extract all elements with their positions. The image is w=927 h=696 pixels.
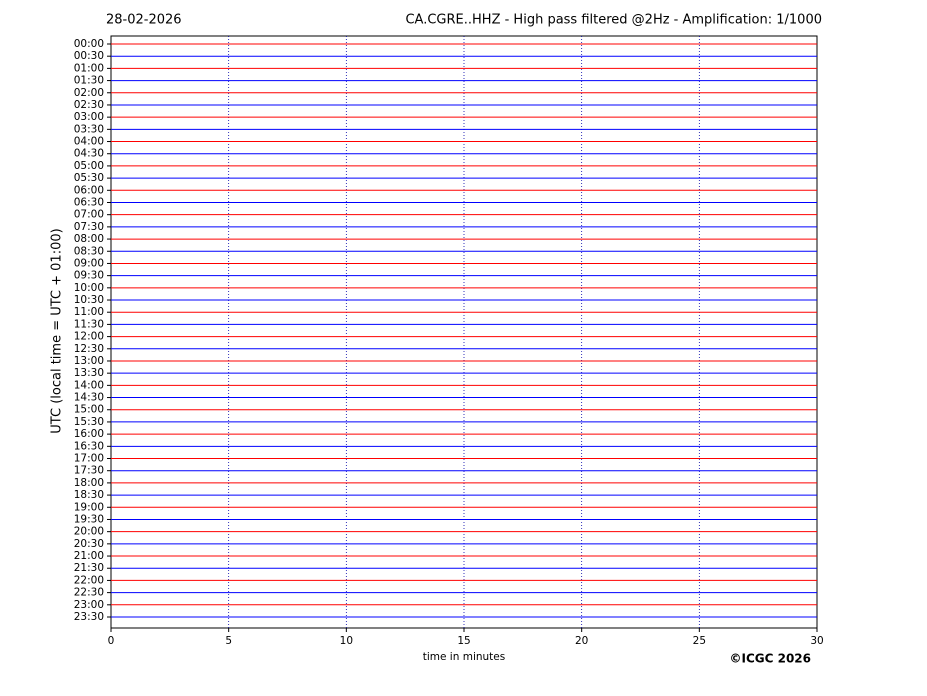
y-tick-label: 23:30 — [74, 611, 104, 623]
y-tick-label: 01:30 — [74, 75, 104, 87]
x-tick-label: 15 — [457, 635, 470, 647]
y-tick-label: 10:30 — [74, 294, 104, 306]
y-tick-label: 13:30 — [74, 367, 104, 379]
y-tick-label: 19:30 — [74, 513, 104, 525]
y-tick-label: 11:00 — [74, 306, 104, 318]
x-tick-label: 20 — [575, 635, 588, 647]
y-tick-label: 22:00 — [74, 574, 104, 586]
y-tick-label: 06:00 — [74, 184, 104, 196]
y-axis-label: UTC (local time = UTC + 01:00) — [50, 228, 65, 433]
y-tick-label: 22:30 — [74, 587, 104, 599]
y-tick-label: 05:30 — [74, 172, 104, 184]
y-tick-label: 06:30 — [74, 196, 104, 208]
x-tick-label: 25 — [693, 635, 706, 647]
y-tick-label: 19:00 — [74, 501, 104, 513]
y-tick-label: 20:00 — [74, 526, 104, 538]
y-tick-label: 03:00 — [74, 111, 104, 123]
x-tick-label: 10 — [340, 635, 353, 647]
y-tick-label: 13:00 — [74, 355, 104, 367]
y-tick-label: 23:00 — [74, 599, 104, 611]
y-tick-label: 09:00 — [74, 257, 104, 269]
y-tick-label: 00:30 — [74, 50, 104, 62]
y-tick-label: 09:30 — [74, 270, 104, 282]
y-tick-label: 04:00 — [74, 136, 104, 148]
y-tick-label: 16:30 — [74, 440, 104, 452]
y-tick-label: 03:30 — [74, 123, 104, 135]
y-tick-label: 21:00 — [74, 550, 104, 562]
y-tick-label: 05:00 — [74, 160, 104, 172]
y-tick-label: 07:00 — [74, 209, 104, 221]
y-tick-label: 21:30 — [74, 562, 104, 574]
y-tick-label: 15:00 — [74, 404, 104, 416]
y-tick-label: 18:00 — [74, 477, 104, 489]
y-tick-label: 12:00 — [74, 331, 104, 343]
y-tick-label: 08:30 — [74, 245, 104, 257]
plot-frame — [110, 35, 818, 629]
y-tick-label: 07:30 — [74, 221, 104, 233]
y-tick-label: 14:00 — [74, 379, 104, 391]
x-tick-label: 30 — [810, 635, 823, 647]
y-tick-label: 18:30 — [74, 489, 104, 501]
y-tick-label: 08:00 — [74, 233, 104, 245]
y-tick-label: 02:30 — [74, 99, 104, 111]
date-label: 28-02-2026 — [106, 13, 182, 28]
x-tick-label: 5 — [225, 635, 232, 647]
y-tick-label: 00:00 — [74, 38, 104, 50]
y-tick-label: 14:30 — [74, 392, 104, 404]
y-tick-label: 01:00 — [74, 62, 104, 74]
chart-title: CA.CGRE..HHZ - High pass filtered @2Hz -… — [405, 13, 822, 28]
y-tick-label: 20:30 — [74, 538, 104, 550]
copyright: ©ICGC 2026 — [729, 652, 811, 666]
y-tick-label: 12:30 — [74, 343, 104, 355]
y-tick-label: 15:30 — [74, 416, 104, 428]
y-tick-label: 04:30 — [74, 148, 104, 160]
y-tick-label: 16:00 — [74, 428, 104, 440]
x-tick-label: 0 — [108, 635, 115, 647]
y-tick-label: 02:00 — [74, 87, 104, 99]
y-tick-label: 10:00 — [74, 282, 104, 294]
y-tick-label: 17:00 — [74, 453, 104, 465]
y-tick-label: 17:30 — [74, 465, 104, 477]
y-tick-label: 11:30 — [74, 318, 104, 330]
x-axis-label: time in minutes — [423, 651, 505, 663]
